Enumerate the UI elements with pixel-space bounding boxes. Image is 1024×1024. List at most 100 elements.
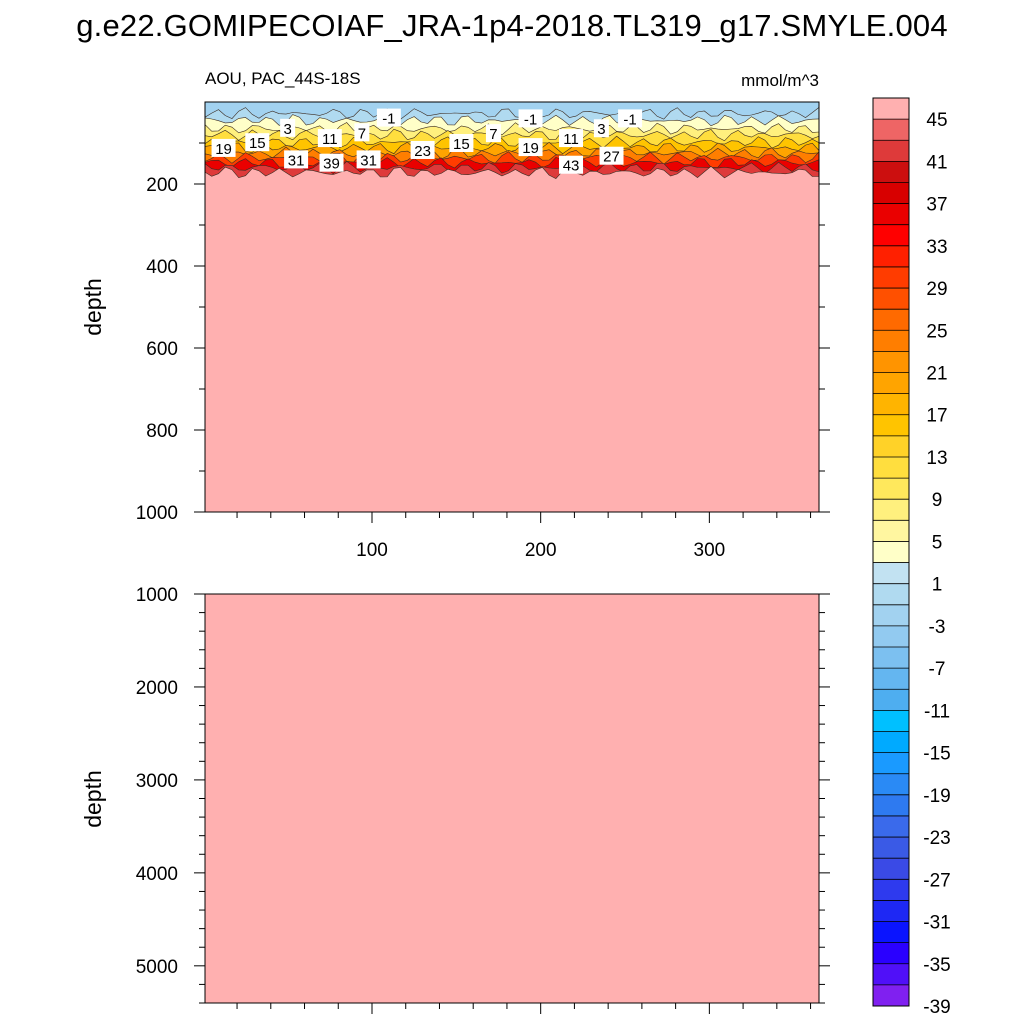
colorbar-label: -35	[923, 955, 950, 976]
colorbar: 45 41 37 33 29 25 21 17 13 9 5 1 -3 -7 -11 -15 -19 -23 -27…	[872, 97, 951, 1018]
contour-fill	[205, 102, 819, 512]
contour-label-text: 3	[283, 121, 291, 138]
colorbar-label: 9	[932, 490, 943, 511]
colorbar-swatch	[873, 203, 909, 226]
contour-labels: -1 -1 -1 3 3 7 7 11 11 15 15 19 19 23 27 31 31 39 43	[211, 108, 643, 175]
contour-label-box	[518, 138, 543, 157]
contour-label: 31	[284, 150, 309, 169]
colorbar-swatch	[873, 119, 909, 141]
colorbar-label: -23	[923, 828, 950, 849]
colorbar-swatch	[873, 625, 909, 648]
contour-label-text: 27	[603, 149, 620, 166]
contour-label-text: 15	[453, 136, 470, 153]
colorbar-swatch	[873, 900, 909, 922]
contour-line	[205, 114, 819, 127]
contour-label-text: 7	[489, 126, 497, 143]
y-tick-label: 3000	[136, 771, 178, 792]
y-tick-label: 200	[146, 175, 178, 196]
contour-label-box	[284, 150, 309, 169]
contour-label-text: 11	[563, 131, 579, 148]
colorbar-swatch	[873, 330, 909, 352]
contour-line	[205, 128, 819, 142]
colorbar-swatch	[873, 794, 909, 817]
contour-line	[205, 107, 819, 120]
colorbar-swatch	[873, 604, 909, 627]
contour-label-text: 15	[249, 135, 266, 152]
colorbar-label: 37	[926, 195, 947, 216]
colorbar-swatch	[873, 541, 909, 563]
colorbar-swatch	[873, 858, 909, 880]
contour-label: 31	[356, 150, 381, 169]
colorbar-label: 41	[926, 152, 947, 173]
colorbar-label: -31	[923, 913, 950, 934]
contour-label: 15	[449, 134, 474, 153]
y-tick-label: 2000	[136, 678, 178, 699]
contour-label-text: 3	[597, 121, 605, 138]
y-tick-label: 600	[146, 339, 178, 360]
x-axis	[236, 1003, 812, 1014]
colorbar-label: 13	[926, 448, 947, 469]
contour-band	[205, 157, 819, 174]
colorbar-label: -27	[923, 870, 950, 891]
colorbar-swatch	[873, 435, 909, 458]
colorbar-label: 33	[926, 237, 947, 258]
contour-fill	[205, 594, 819, 1003]
contour-label-box	[559, 155, 584, 174]
colorbar-swatch	[873, 583, 909, 606]
contour-label: 23	[410, 140, 435, 160]
contour-band	[205, 151, 819, 168]
contour-band	[205, 142, 819, 160]
colorbar-label: -3	[929, 617, 946, 638]
contour-label-text: 43	[563, 158, 580, 175]
contour-label: 11	[317, 129, 342, 148]
contour-label-text: 39	[323, 156, 340, 173]
colorbar-swatch	[873, 414, 909, 437]
colorbar-label: 1	[932, 575, 943, 596]
colorbar-swatch	[873, 879, 909, 901]
contour-line	[205, 166, 819, 179]
colorbar-swatch	[873, 393, 909, 416]
contour-label-box	[319, 153, 344, 172]
colorbar-swatch	[873, 372, 909, 395]
colorbar-swatch	[873, 499, 909, 521]
y-tick-label: 4000	[136, 864, 178, 885]
x-axis: 100 200 300	[236, 512, 812, 561]
contour-label-box	[354, 123, 370, 142]
colorbar-swatch	[873, 689, 909, 711]
lower-depth-panel: 1000 2000 3000 4000 5000 depth	[80, 585, 830, 1014]
colorbar-swatch	[873, 224, 909, 247]
colorbar-swatch	[873, 266, 909, 289]
figure-title: g.e22.GOMIPECOIAF_JRA-1p4-2018.TL319_g17…	[76, 8, 948, 43]
colorbar-swatch	[873, 456, 909, 479]
colorbar-label: 29	[926, 279, 947, 300]
colorbar-swatch	[873, 942, 909, 965]
contour-label: 19	[518, 138, 543, 157]
colorbar-swatch	[873, 921, 909, 944]
contour-label: 39	[319, 153, 344, 173]
contour-band	[205, 594, 819, 1003]
colorbar-swatch	[873, 984, 909, 1007]
contour-label-box	[485, 124, 501, 143]
colorbar-swatch	[873, 963, 909, 986]
colorbar-swatch	[873, 562, 909, 585]
contour-label: 7	[354, 123, 370, 142]
colorbar-swatch	[873, 288, 909, 310]
contour-label-box	[410, 140, 435, 159]
contour-line	[205, 135, 819, 149]
colorbar-swatch	[873, 478, 909, 500]
contour-label: 11	[559, 129, 584, 148]
contour-label-text: -1	[382, 111, 395, 128]
colorbar-label: 17	[926, 406, 947, 427]
y-axis: 200 400 600 800 1000	[136, 142, 830, 524]
colorbar-swatch	[873, 837, 909, 859]
contour-label-text: 19	[215, 141, 232, 158]
colorbar-swatch	[873, 245, 909, 268]
colorbar-swatch	[873, 98, 909, 120]
contour-label-box	[356, 150, 381, 169]
x-tick-label: 300	[694, 540, 726, 561]
contour-label-box	[593, 119, 609, 138]
contour-label-box	[211, 138, 236, 157]
contour-label-box	[518, 109, 543, 128]
colorbar-swatch	[873, 309, 909, 331]
